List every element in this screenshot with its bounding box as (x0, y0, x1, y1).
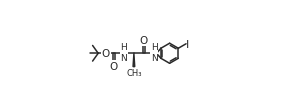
Polygon shape (133, 54, 135, 67)
Text: O: O (140, 36, 148, 46)
Text: O: O (110, 62, 118, 71)
Text: O: O (102, 49, 110, 59)
Text: H
N: H N (121, 43, 127, 62)
Text: I: I (186, 39, 189, 49)
Text: H
N: H N (151, 43, 158, 62)
Text: CH₃: CH₃ (126, 68, 142, 77)
